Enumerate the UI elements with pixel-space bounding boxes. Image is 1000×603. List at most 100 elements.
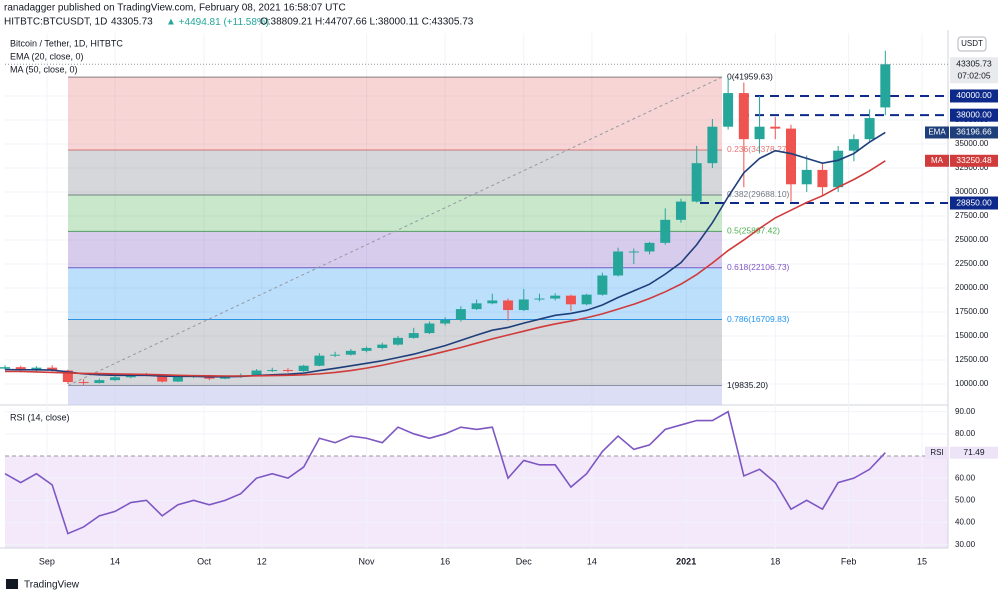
candle-body	[377, 344, 388, 348]
candle-body	[675, 201, 686, 220]
candle-body	[597, 275, 608, 295]
candle-body	[833, 150, 844, 188]
candle-body	[754, 126, 765, 140]
candle-body	[157, 375, 168, 382]
tag-value: 33250.48	[956, 155, 992, 165]
x-tick-label: 15	[917, 556, 927, 566]
x-tick-label: 14	[110, 556, 120, 566]
logo	[6, 579, 18, 589]
change-value: +4494.81 (+11.58%)	[179, 17, 269, 28]
tag-value: 36196.66	[956, 127, 992, 137]
candle-body	[455, 309, 466, 320]
x-tick-label: Sep	[39, 556, 55, 566]
candle-body	[581, 294, 592, 305]
currency: USDT	[961, 39, 983, 48]
candle-body	[267, 370, 278, 372]
candle-body	[534, 298, 545, 300]
y-tick-label: 30000.00	[955, 187, 989, 196]
candle-body	[817, 169, 828, 188]
candle-body	[172, 376, 183, 382]
tag-value: 38000.00	[956, 109, 992, 119]
fib-zone	[68, 77, 722, 150]
rsi-title: RSI (14, close)	[10, 412, 70, 422]
fib-zone	[68, 194, 722, 232]
candle-body	[707, 126, 718, 164]
tag-name: EMA	[928, 128, 946, 137]
publisher-line: ranadagger published on TradingView.com,…	[4, 3, 346, 14]
y-tick-label: 25000.00	[955, 235, 989, 244]
candle-body	[848, 139, 859, 151]
tag-name: RSI	[930, 448, 943, 457]
candle-body	[393, 337, 403, 345]
indicator-line	[5, 160, 886, 377]
candle-body	[440, 319, 451, 324]
y-tick-label: 20000.00	[955, 283, 989, 292]
x-tick-label: Feb	[841, 556, 857, 566]
y-tick-label: 22500.00	[955, 259, 989, 268]
candle-body	[660, 219, 671, 243]
candle-body	[15, 367, 26, 371]
fib-label: 0.236(34378.27)	[727, 144, 790, 154]
candle-body	[424, 323, 435, 334]
y-tick-label: 35000.00	[955, 139, 989, 148]
candle-body	[565, 295, 576, 305]
currency-box	[957, 36, 987, 52]
plot-area: Sep 14 Oct 12 Nov 16 Dec 14 2021 18 Feb 15 10000.00 1…	[0, 30, 998, 566]
countdown: 07:02:05	[957, 70, 990, 80]
candle-body	[628, 251, 639, 253]
price-tag	[950, 154, 998, 167]
candle-body	[487, 300, 498, 304]
fib-zone	[68, 149, 722, 195]
candle-body	[314, 355, 325, 366]
fib-label: 0.786(16709.83)	[727, 314, 790, 324]
candle-body	[94, 380, 105, 384]
candle-body	[738, 93, 749, 140]
chart-title: Bitcoin / Tether, 1D, HITBTC	[10, 38, 123, 48]
candle-body	[786, 128, 796, 185]
indicator-line	[4, 410, 886, 535]
x-tick-label: Dec	[516, 556, 533, 566]
tag-box	[925, 154, 949, 167]
candle-body	[361, 347, 372, 351]
ohlc: O:38809.21 H:44707.66 L:38000.11 C:43305…	[260, 17, 474, 28]
symbol: HITBTC:BTCUSDT, 1D	[4, 17, 107, 28]
tag-box	[925, 126, 949, 139]
price-tag	[950, 89, 998, 103]
candle-body	[0, 367, 10, 369]
x-tick-label: 2021	[676, 556, 696, 566]
price-tag	[950, 126, 998, 139]
change: ▲ +4494.81 (+11.58%)	[166, 17, 269, 28]
rsi-tick-label: 90.00	[955, 407, 976, 416]
x-tick-label: Oct	[197, 556, 212, 566]
fib-zone	[68, 267, 722, 320]
legend-ema: EMA (20, close, 0)	[10, 51, 84, 61]
candle-body	[345, 350, 356, 355]
legend-ma: MA (50, close, 0)	[10, 64, 78, 74]
fib-label: 0.618(22106.73)	[727, 262, 790, 272]
rsi-band	[5, 455, 948, 548]
rsi-tick-label: 60.00	[955, 473, 976, 482]
x-tick-label: 16	[440, 556, 450, 566]
price: 43305.73	[111, 17, 153, 28]
x-tick-label: 18	[770, 556, 780, 566]
rsi-tick-label: 50.00	[955, 495, 976, 504]
tag-box	[925, 446, 949, 459]
y-tick-label: 27500.00	[955, 211, 989, 220]
last-price-tag	[950, 57, 998, 84]
candle-body	[62, 370, 73, 383]
indicator-line	[4, 131, 886, 378]
candle-body	[408, 333, 419, 338]
candle-body	[47, 367, 58, 371]
candle-body	[471, 303, 482, 310]
rsi-tick-label: 80.00	[955, 429, 976, 438]
candle-body	[613, 251, 624, 276]
rsi-tick-label: 30.00	[955, 540, 976, 549]
footer-logo	[6, 579, 18, 589]
price-tag	[950, 196, 998, 210]
candle-body	[282, 370, 293, 372]
tag-name: MA	[931, 156, 944, 165]
fib-label: 0.382(29688.10)	[727, 189, 790, 199]
candle-body	[330, 354, 341, 356]
candle-body	[770, 126, 781, 129]
